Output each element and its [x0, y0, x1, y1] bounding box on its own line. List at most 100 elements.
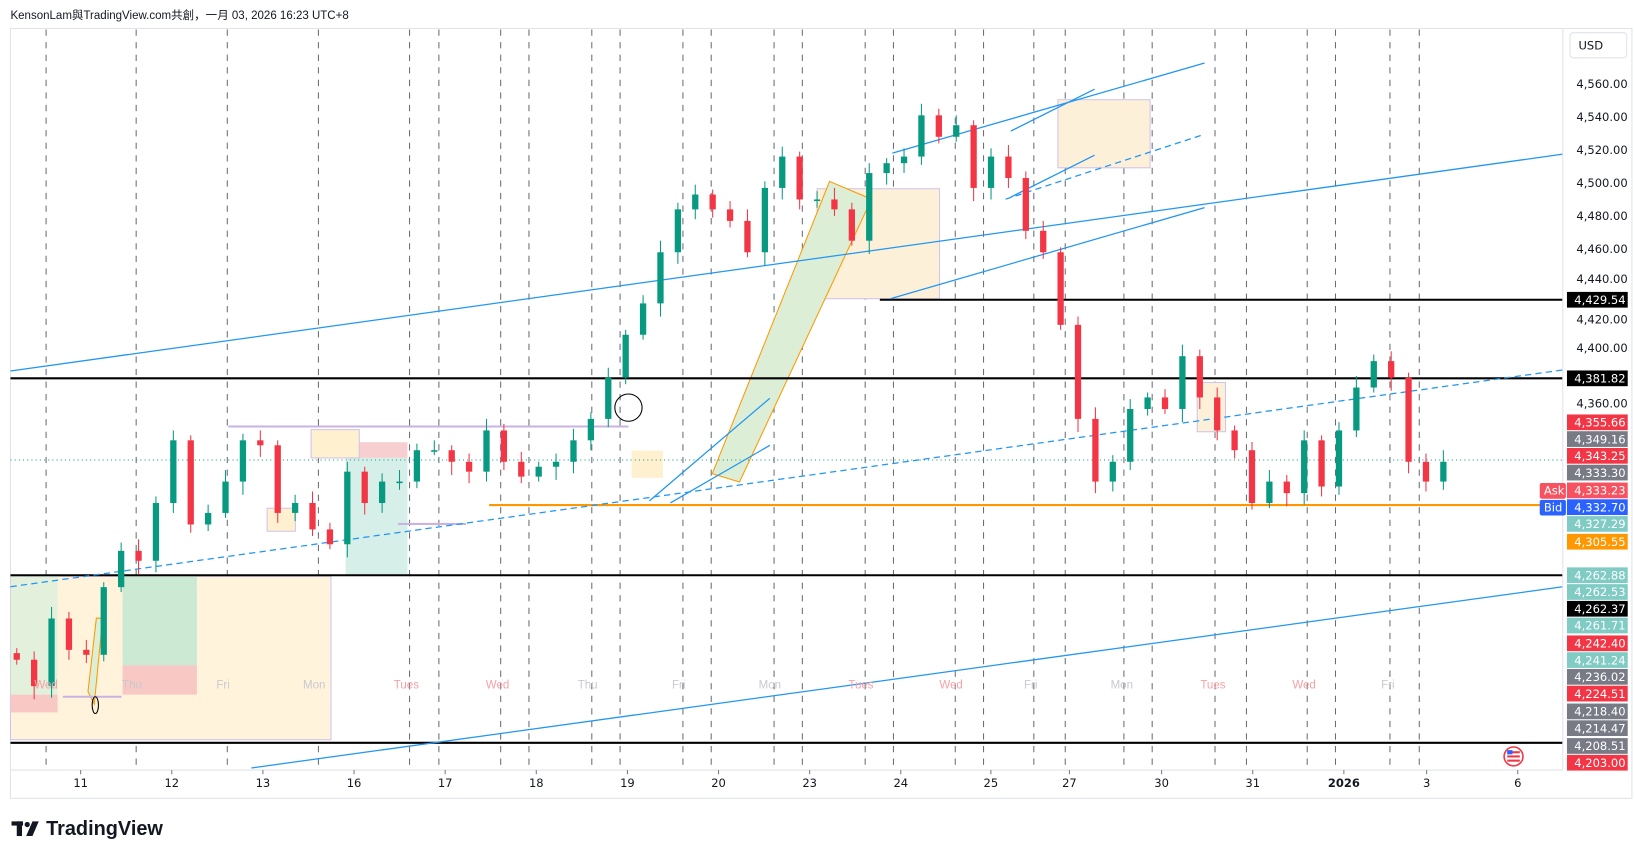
- candle[interactable]: [1318, 435, 1325, 497]
- candle[interactable]: [1022, 171, 1029, 240]
- candle[interactable]: [1388, 351, 1395, 391]
- candle[interactable]: [1405, 372, 1412, 474]
- candle[interactable]: [291, 494, 299, 522]
- highlight-circle[interactable]: [614, 393, 643, 422]
- candle[interactable]: [274, 440, 281, 523]
- candle[interactable]: [1109, 455, 1116, 492]
- candle[interactable]: [639, 295, 647, 340]
- trendline[interactable]: [892, 62, 1205, 154]
- candle[interactable]: [866, 163, 873, 254]
- candle[interactable]: [970, 120, 977, 202]
- trendline[interactable]: [670, 444, 771, 504]
- candle[interactable]: [605, 367, 612, 428]
- zone-box[interactable]: [10, 694, 58, 713]
- candle[interactable]: [413, 443, 421, 489]
- candle[interactable]: [500, 423, 508, 471]
- candle[interactable]: [1179, 344, 1186, 423]
- trendline[interactable]: [10, 153, 1563, 372]
- candle[interactable]: [692, 184, 699, 220]
- candle[interactable]: [204, 504, 212, 532]
- candle[interactable]: [1248, 441, 1256, 510]
- candle[interactable]: [187, 435, 194, 533]
- candle[interactable]: [1092, 407, 1099, 494]
- candle[interactable]: [1301, 430, 1308, 505]
- trendline[interactable]: [890, 206, 1205, 300]
- candle[interactable]: [709, 189, 716, 218]
- candle[interactable]: [378, 473, 386, 513]
- tradingview-logo[interactable]: TradingView: [11, 818, 164, 840]
- candle[interactable]: [744, 209, 751, 258]
- candle[interactable]: [1422, 453, 1430, 492]
- candle[interactable]: [987, 148, 995, 200]
- trendline[interactable]: [251, 586, 1563, 769]
- candle[interactable]: [1231, 425, 1238, 459]
- candle[interactable]: [431, 440, 438, 456]
- candle[interactable]: [831, 187, 838, 216]
- candle[interactable]: [1074, 316, 1082, 433]
- zone-box[interactable]: [345, 457, 408, 576]
- candle[interactable]: [1005, 145, 1012, 188]
- candle[interactable]: [953, 115, 960, 142]
- candle[interactable]: [118, 542, 125, 593]
- candle[interactable]: [83, 639, 90, 664]
- zone-box[interactable]: [266, 507, 296, 532]
- candle[interactable]: [622, 329, 629, 385]
- candle[interactable]: [1057, 247, 1064, 330]
- candle[interactable]: [657, 240, 664, 317]
- candle[interactable]: [552, 453, 560, 480]
- candle[interactable]: [239, 433, 247, 495]
- us-flag-icon[interactable]: [1503, 746, 1524, 767]
- candle[interactable]: [31, 651, 38, 700]
- candle[interactable]: [900, 148, 908, 174]
- candle[interactable]: [344, 461, 351, 558]
- candle[interactable]: [1127, 399, 1134, 471]
- candle[interactable]: [1161, 389, 1169, 414]
- candle[interactable]: [1353, 375, 1360, 438]
- candle[interactable]: [587, 412, 595, 451]
- candle[interactable]: [361, 466, 368, 515]
- highlight-ellipse[interactable]: [91, 696, 99, 715]
- candle[interactable]: [674, 202, 682, 264]
- candle[interactable]: [65, 611, 73, 660]
- candle[interactable]: [135, 539, 142, 574]
- zone-box[interactable]: [122, 665, 197, 695]
- candle[interactable]: [222, 470, 229, 518]
- candle[interactable]: [761, 181, 769, 266]
- trendline[interactable]: [1010, 88, 1095, 132]
- trendline[interactable]: [649, 397, 771, 502]
- candle[interactable]: [309, 491, 316, 537]
- candle[interactable]: [518, 451, 525, 484]
- candle[interactable]: [48, 606, 55, 698]
- price-axis[interactable]: 4,560.00 4,540.00 4,520.00 4,500.00 4,480.00…: [1576, 77, 1627, 410]
- candle[interactable]: [1214, 387, 1221, 441]
- candle[interactable]: [448, 445, 455, 475]
- candle[interactable]: [257, 430, 264, 457]
- candle[interactable]: [1440, 450, 1447, 490]
- zone-box[interactable]: [122, 576, 197, 666]
- candle[interactable]: [483, 418, 490, 482]
- candle[interactable]: [1040, 220, 1047, 259]
- candle[interactable]: [1196, 349, 1203, 409]
- candle[interactable]: [152, 496, 160, 573]
- candle[interactable]: [726, 201, 734, 228]
- candle[interactable]: [570, 428, 577, 474]
- candle[interactable]: [918, 103, 925, 165]
- candle[interactable]: [465, 453, 473, 484]
- candle[interactable]: [796, 151, 803, 210]
- candle[interactable]: [1335, 422, 1343, 495]
- candle[interactable]: [1370, 354, 1377, 393]
- zone-box[interactable]: [631, 450, 664, 478]
- candle[interactable]: [170, 430, 177, 513]
- candle[interactable]: [848, 202, 855, 246]
- zone-box[interactable]: [1057, 99, 1151, 169]
- candle[interactable]: [779, 146, 786, 200]
- zone-box[interactable]: [310, 429, 360, 459]
- currency-button[interactable]: USD: [1569, 32, 1628, 59]
- candle[interactable]: [1144, 392, 1151, 416]
- candle[interactable]: [100, 582, 107, 662]
- candle[interactable]: [1283, 474, 1290, 507]
- time-axis[interactable]: 11 12 13 16 17 18 19 20 23 24 25 27 30 31 2026 3 6: [73, 770, 1521, 790]
- candle[interactable]: [1266, 470, 1273, 508]
- candle[interactable]: [535, 461, 542, 482]
